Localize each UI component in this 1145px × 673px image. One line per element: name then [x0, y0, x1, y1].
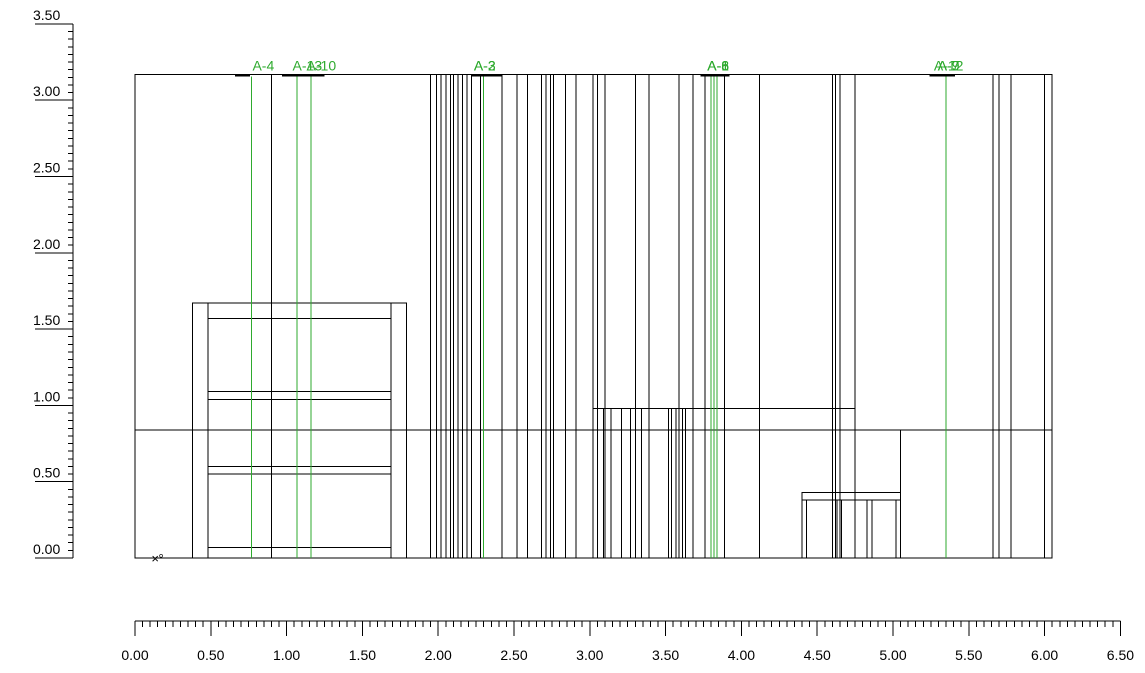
vertical-tick-label: 2.50	[33, 160, 60, 176]
table-leg	[801, 499, 808, 559]
wall-rectangle	[134, 73, 1053, 559]
section-marker: A-9A-7A-12	[929, 57, 964, 558]
section-label: A-2	[474, 57, 496, 73]
horizontal-tick-label: 3.50	[652, 647, 679, 663]
section-label: A-8	[707, 57, 729, 73]
shelf-unit	[192, 302, 407, 559]
wall-vertical-lines	[270, 74, 1046, 558]
horizontal-scale: 0.00 0.50 1.00 1.50 2.00 2.50 3.00 3.50 4.00 4.50…	[121, 620, 1134, 663]
vertical-tick-label: 1.00	[33, 388, 60, 404]
section-label: A-10	[307, 57, 337, 73]
horizontal-tick-label: 6.00	[1031, 647, 1058, 663]
table-top	[801, 491, 902, 501]
horizontal-tick-label: 4.00	[728, 647, 755, 663]
horizontal-tick-label: 4.50	[804, 647, 831, 663]
vertical-scale: 0.00 0.50 1.00 1.50 2.00 2.50 3.00 3.50	[33, 7, 74, 559]
vertical-tick-label: 0.50	[33, 465, 60, 481]
horizontal-tick-label: 2.00	[425, 647, 452, 663]
table-frame	[831, 429, 902, 559]
vertical-tick-label: 1.50	[33, 312, 60, 328]
vertical-tick-label: 3.00	[33, 83, 60, 99]
origin-marker: × °	[151, 551, 163, 566]
shelf-outer-frame	[192, 302, 407, 559]
horizontal-tick-label: 0.50	[197, 647, 224, 663]
horizontal-tick-label: 2.50	[500, 647, 527, 663]
section-label: A-6	[707, 57, 729, 73]
table-leg	[895, 499, 902, 559]
vertical-tick-label: 3.50	[33, 7, 60, 23]
section-label: A-3	[474, 57, 496, 73]
origin-circle-symbol: °	[159, 551, 164, 566]
section-label: A-4	[252, 57, 274, 73]
horizontal-tick-label: 1.00	[273, 647, 300, 663]
section-markers: A-4 A-13A-10 A-2A-3 A-6A-1A-8 A-9A-7A-12	[235, 57, 964, 558]
table-leg	[866, 499, 873, 559]
horizontal-tick-label: 1.50	[349, 647, 376, 663]
wall-outline	[134, 73, 1053, 559]
section-marker: A-13A-10	[282, 57, 336, 558]
vertical-tick-label: 0.00	[33, 541, 60, 557]
horizontal-tick-label: 5.00	[879, 647, 906, 663]
section-label: A-9	[938, 57, 960, 73]
section-marker: A-4	[235, 57, 274, 558]
horizontal-tick-label: 6.50	[1107, 647, 1134, 663]
vertical-tick-label: 2.00	[33, 236, 60, 252]
section-label: A-12	[934, 57, 964, 73]
table-leg	[836, 499, 842, 559]
section-label: A-1	[707, 57, 729, 73]
horizontal-tick-label: 0.00	[121, 647, 148, 663]
table	[801, 429, 902, 559]
section-marker: A-2A-3	[471, 57, 502, 558]
origin-cross-symbol: ×	[151, 551, 159, 566]
section-marker: A-6A-1A-8	[700, 57, 729, 558]
horizontal-tick-label: 5.50	[955, 647, 982, 663]
cabinet-frame	[592, 407, 856, 559]
horizontal-tick-label: 3.00	[576, 647, 603, 663]
section-label: A-7	[938, 57, 960, 73]
low-cabinet	[592, 407, 856, 559]
section-label: A-13	[293, 57, 323, 73]
